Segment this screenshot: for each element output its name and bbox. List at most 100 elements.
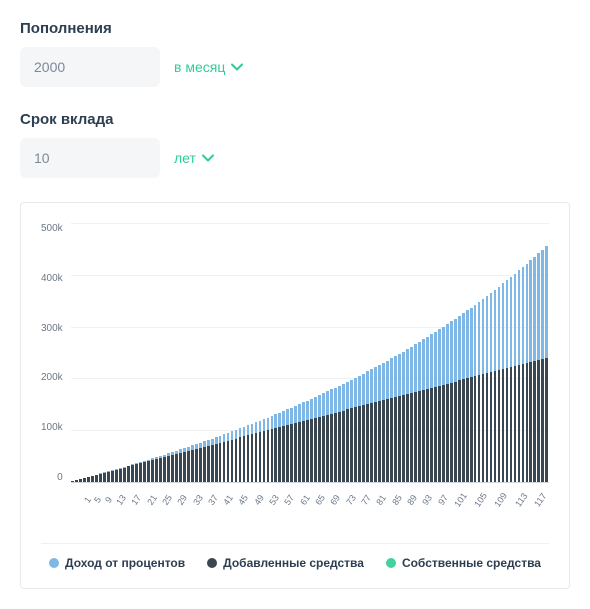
bar-segment-added (354, 407, 357, 482)
term-unit-select[interactable]: лет (174, 150, 214, 166)
deposits-unit-select[interactable]: в месяц (174, 59, 243, 75)
bar-segment-interest (442, 327, 445, 385)
bar-segment-added (442, 385, 445, 482)
bar-segment-interest (286, 409, 289, 425)
legend-label: Доход от процентов (65, 556, 185, 570)
term-input[interactable] (20, 138, 160, 178)
legend-swatch (207, 558, 217, 568)
bar-segment-interest (338, 386, 341, 412)
y-tick-label: 500k (41, 223, 63, 234)
bar-segment-added (522, 364, 525, 482)
bar-segment-added (179, 453, 182, 482)
bar-segment-interest (382, 363, 385, 400)
deposits-input[interactable] (20, 47, 160, 87)
bar-segment-interest (239, 428, 242, 437)
bar-segment-interest (259, 421, 262, 433)
bar-segment-added (510, 367, 513, 482)
bar-segment-interest (235, 430, 238, 439)
bar-segment-interest (418, 342, 421, 391)
bar-segment-interest (414, 344, 417, 391)
bar-segment-interest (231, 431, 234, 439)
bar-segment-interest (526, 264, 529, 363)
legend-label: Добавленные средства (223, 556, 364, 570)
bar-segment-interest (510, 277, 513, 367)
bar-segment-interest (482, 299, 485, 375)
bar-segment-added (398, 396, 401, 482)
y-tick-label: 200k (41, 372, 63, 383)
bar-segment-added (282, 426, 285, 482)
bar-segment-added (446, 384, 449, 482)
bar-segment-interest (490, 293, 493, 372)
bar-segment-interest (466, 310, 469, 378)
bar-segment-interest (518, 270, 521, 365)
bar-segment-interest (430, 334, 433, 387)
bar-segment-added (111, 471, 114, 482)
bar-segment-added (191, 450, 194, 482)
bar-segment-interest (330, 389, 333, 413)
bar-segment-added (286, 425, 289, 482)
term-label: Срок вклада (20, 111, 570, 128)
bar-segment-added (322, 416, 325, 482)
bar-segment-interest (354, 378, 357, 408)
bar-segment-interest (486, 296, 489, 373)
bar-segment-added (438, 386, 441, 482)
bar-segment-interest (342, 384, 345, 411)
bar-segment-added (139, 463, 142, 482)
bar-segment-interest (346, 382, 349, 410)
chart-card: 500k400k300k200k100k0 159131721252933374… (20, 202, 570, 589)
bar-segment-added (334, 413, 337, 482)
chart-bars (71, 223, 549, 482)
bar-segment-added (326, 415, 329, 482)
bar-segment-added (251, 434, 254, 482)
bar-segment-added (131, 465, 134, 482)
bar-segment-added (374, 402, 377, 482)
bar-segment-added (545, 358, 548, 482)
bar-segment-added (263, 431, 266, 482)
bar-segment-added (155, 459, 158, 482)
bar-segment-interest (251, 424, 254, 435)
bar-segment-interest (541, 250, 544, 359)
bar-segment-interest (322, 393, 325, 415)
bar-segment-added (378, 401, 381, 482)
bar-segment-interest (318, 395, 321, 417)
bar-segment-interest (514, 274, 517, 366)
bar-segment-interest (358, 376, 361, 407)
legend-item: Добавленные средства (207, 556, 364, 570)
bar-segment-interest (219, 436, 222, 443)
deposits-field: Пополнения в месяц (20, 20, 570, 87)
bar-segment-added (207, 446, 210, 482)
bar-segment-added (386, 399, 389, 482)
bar-segment-interest (326, 391, 329, 414)
bar-segment-interest (422, 339, 425, 389)
bar-segment-interest (458, 316, 461, 381)
bar-segment-added (414, 392, 417, 482)
bar-segment-added (227, 441, 230, 482)
deposits-label: Пополнения (20, 20, 570, 37)
legend-label: Собственные средства (402, 556, 541, 570)
bar-segment-added (537, 360, 540, 482)
bar-segment-added (143, 462, 146, 482)
bar-segment-added (231, 440, 234, 482)
bar-segment-interest (438, 329, 441, 385)
bar-segment-added (135, 464, 138, 482)
bar-segment-added (410, 393, 413, 482)
bar-segment-interest (298, 404, 301, 422)
chart-legend: Доход от процентов Добавленные средства Со… (41, 543, 549, 570)
bar-segment-added (406, 394, 409, 482)
bar-segment-added (199, 448, 202, 482)
bar-segment-added (458, 380, 461, 482)
bar-segment-added (490, 372, 493, 482)
bar-segment-added (79, 479, 82, 482)
bar-segment-added (346, 409, 349, 482)
deposits-row: в месяц (20, 47, 570, 87)
bar-segment-added (533, 361, 536, 482)
bar-segment-added (454, 382, 457, 482)
bar-segment-added (482, 374, 485, 482)
bar-segment-added (418, 391, 421, 482)
bar-segment-added (215, 444, 218, 482)
bar-segment-added (526, 363, 529, 482)
bar-segment-added (494, 371, 497, 482)
bar-segment-added (151, 460, 154, 482)
bar-segment-added (450, 383, 453, 482)
bar-segment-interest (398, 354, 401, 396)
